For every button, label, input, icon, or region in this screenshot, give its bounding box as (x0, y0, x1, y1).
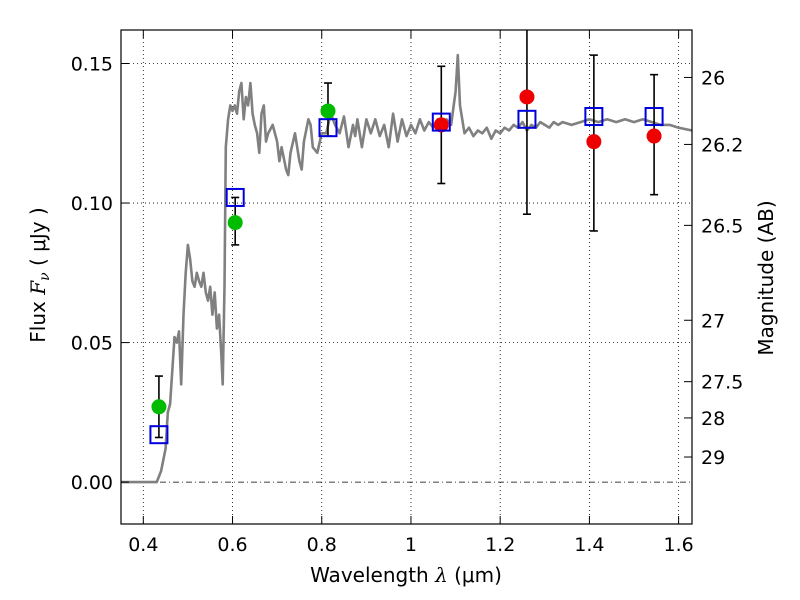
x-tick-label: 1 (405, 534, 417, 556)
red-photometry-point (586, 134, 602, 150)
y-tick-label: 0.00 (71, 472, 113, 494)
x-tick-label: 1.4 (574, 534, 604, 556)
x-tick-label: 1.2 (485, 534, 515, 556)
x-axis-title: Wavelength λ (μm) (310, 563, 502, 587)
y-tick-label: 0.10 (71, 193, 113, 215)
model-photometry-point (318, 118, 338, 138)
model-spectrum-line (121, 53, 693, 484)
plot-frame (120, 29, 693, 525)
y2-tick-label: 28 (701, 408, 725, 430)
axis-ticks: 0.4 0.6 0.8 1 1.2 1.4 1.6 0.00 0.05 0.10 0.15 26 26.… (71, 30, 743, 556)
y2-tick-label: 26.5 (701, 215, 743, 237)
model-photometry-point (225, 187, 245, 207)
red-photometry-point (433, 117, 449, 133)
x-tick-label: 0.6 (217, 534, 247, 556)
model-photometry-point (431, 112, 451, 132)
y-tick-label: 0.15 (71, 53, 113, 75)
photometry-markers (149, 89, 664, 445)
y2-tick-label: 27.5 (701, 372, 743, 394)
x-tick-label: 0.4 (128, 534, 158, 556)
green-photometry-point (227, 215, 243, 231)
model-photometry-point (584, 107, 604, 127)
y-tick-label: 0.05 (71, 333, 113, 355)
grid-lines (121, 30, 692, 524)
y2-tick-label: 27 (701, 310, 725, 332)
y2-tick-label: 29 (701, 447, 725, 469)
red-photometry-point (519, 89, 535, 105)
model-photometry-point (644, 107, 664, 127)
model-photometry-point (517, 109, 537, 129)
y2-tick-label: 26.2 (701, 134, 743, 156)
y-axis-title: Flux Fν ( μJy ) (26, 207, 53, 342)
x-tick-label: 0.8 (307, 534, 337, 556)
y2-tick-label: 26 (701, 67, 725, 89)
x-tick-label: 1.6 (664, 534, 694, 556)
green-photometry-point (151, 399, 167, 415)
error-bars (154, 30, 659, 439)
red-photometry-point (646, 128, 662, 144)
y2-axis-title: Magnitude (AB) (754, 200, 778, 355)
model-photometry-point (149, 425, 169, 445)
green-photometry-point (320, 103, 336, 119)
